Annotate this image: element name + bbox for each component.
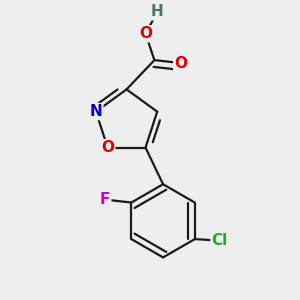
Text: O: O <box>139 26 152 41</box>
Text: O: O <box>174 56 187 70</box>
Text: N: N <box>90 104 102 119</box>
Text: H: H <box>151 4 164 19</box>
Text: F: F <box>100 192 110 207</box>
Text: Cl: Cl <box>212 233 228 248</box>
Text: O: O <box>101 140 114 155</box>
